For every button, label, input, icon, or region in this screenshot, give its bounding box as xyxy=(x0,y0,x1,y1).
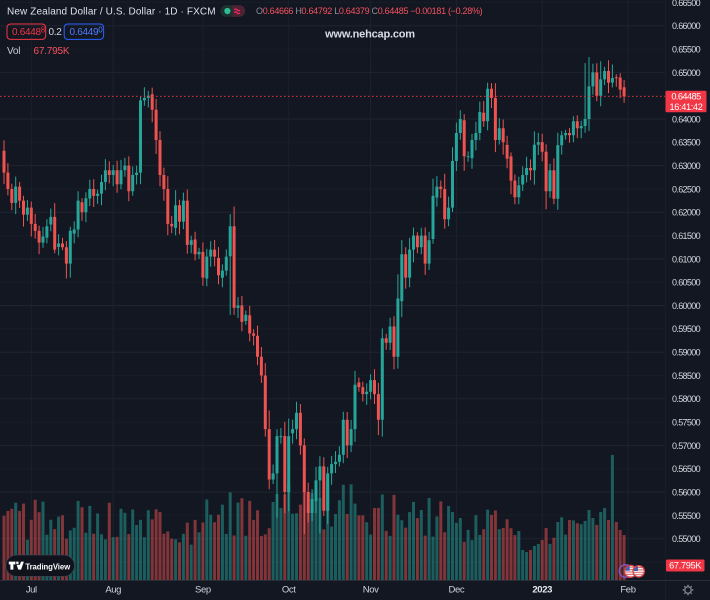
svg-text:0.61500: 0.61500 xyxy=(672,231,701,241)
svg-text:0.59500: 0.59500 xyxy=(672,324,701,334)
svg-text:0.62500: 0.62500 xyxy=(672,184,701,194)
svg-text:New Zealand Dollar / U.S. Doll: New Zealand Dollar / U.S. Dollar · 1D · … xyxy=(7,6,216,17)
svg-text:www.nehcap.com: www.nehcap.com xyxy=(324,29,415,41)
svg-text:Vol: Vol xyxy=(7,46,20,57)
svg-text:0.58000: 0.58000 xyxy=(672,394,701,404)
svg-text:16:41:42: 16:41:42 xyxy=(670,102,703,112)
svg-text:0.57000: 0.57000 xyxy=(672,441,701,451)
svg-text:0.64488: 0.64488 xyxy=(12,25,46,38)
svg-text:0.63000: 0.63000 xyxy=(672,161,701,171)
svg-text:0.64485: 0.64485 xyxy=(671,92,701,102)
svg-text:Nov: Nov xyxy=(363,585,379,596)
svg-text:67.795K: 67.795K xyxy=(669,561,702,571)
svg-text:0.55000: 0.55000 xyxy=(672,534,701,544)
svg-text:Oct: Oct xyxy=(282,585,296,596)
svg-text:O0.64666 H0.64792 L0.64379 C0.: O0.64666 H0.64792 L0.64379 C0.64485 −0.0… xyxy=(256,6,483,16)
svg-text:67.795K: 67.795K xyxy=(34,46,70,57)
svg-text:0.66500: 0.66500 xyxy=(672,0,701,8)
svg-text:0.56000: 0.56000 xyxy=(672,488,701,498)
svg-text:0.55500: 0.55500 xyxy=(672,511,701,521)
svg-text:TradingView: TradingView xyxy=(25,562,71,571)
svg-text:0.2: 0.2 xyxy=(48,27,62,38)
svg-text:0.56500: 0.56500 xyxy=(672,464,701,474)
svg-text:0.65000: 0.65000 xyxy=(672,68,701,78)
svg-text:Jul: Jul xyxy=(26,585,37,596)
svg-text:0.60500: 0.60500 xyxy=(672,278,701,288)
svg-text:0.62000: 0.62000 xyxy=(672,208,701,218)
svg-text:Sep: Sep xyxy=(195,585,211,596)
svg-text:0.61000: 0.61000 xyxy=(672,254,701,264)
svg-text:Dec: Dec xyxy=(449,585,465,596)
svg-text:0.57500: 0.57500 xyxy=(672,418,701,428)
svg-text:0.65500: 0.65500 xyxy=(672,45,701,55)
svg-text:0.63500: 0.63500 xyxy=(672,138,701,148)
svg-text:0.64490: 0.64490 xyxy=(70,25,104,38)
svg-text:0.58500: 0.58500 xyxy=(672,371,701,381)
svg-text:0.66000: 0.66000 xyxy=(672,21,701,31)
svg-text:Feb: Feb xyxy=(620,585,635,596)
svg-text:2023: 2023 xyxy=(532,585,552,596)
svg-text:0.64000: 0.64000 xyxy=(672,114,701,124)
svg-text:0.59000: 0.59000 xyxy=(672,348,701,358)
svg-text:Aug: Aug xyxy=(105,585,121,596)
svg-text:0.60000: 0.60000 xyxy=(672,301,701,311)
